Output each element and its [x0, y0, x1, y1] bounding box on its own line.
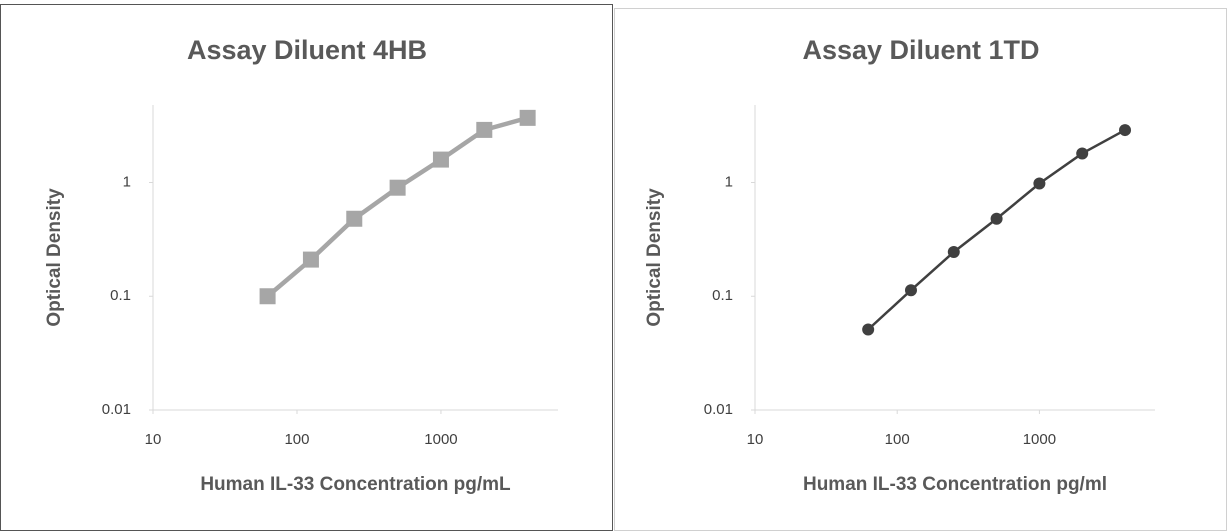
- marker: [1076, 147, 1089, 160]
- marker: [1119, 124, 1132, 137]
- marker: [259, 288, 276, 305]
- y-tick-label: 0.1: [110, 287, 131, 304]
- marker: [519, 109, 536, 126]
- y-axis-label: Optical Density: [644, 188, 665, 327]
- y-tick-label: 1: [123, 173, 131, 190]
- marker: [947, 245, 960, 258]
- marker: [302, 251, 319, 268]
- y-tick-label: 0.01: [102, 401, 131, 418]
- x-tick-label: 100: [885, 431, 910, 448]
- marker: [990, 212, 1003, 225]
- marker: [904, 284, 917, 297]
- x-tick-label: 10: [145, 431, 162, 448]
- marker: [476, 121, 493, 138]
- right-panel: [614, 8, 1227, 531]
- y-tick-label: 0.01: [704, 401, 733, 418]
- x-axis-label: Human IL-33 Concentration pg/ml: [803, 474, 1107, 495]
- x-tick-label: 100: [284, 431, 309, 448]
- chart-title: Assay Diluent 4HB: [187, 35, 427, 65]
- y-tick-label: 1: [725, 173, 733, 190]
- x-tick-label: 1000: [424, 431, 457, 448]
- marker: [432, 151, 449, 168]
- marker: [346, 210, 363, 227]
- x-axis-label: Human IL-33 Concentration pg/mL: [200, 474, 511, 495]
- x-tick-label: 10: [747, 431, 764, 448]
- y-axis-label: Optical Density: [44, 188, 65, 327]
- y-tick-label: 0.1: [712, 287, 733, 304]
- chart-title: Assay Diluent 1TD: [802, 35, 1039, 65]
- marker: [1033, 177, 1046, 190]
- marker: [389, 179, 406, 196]
- x-tick-label: 1000: [1023, 431, 1056, 448]
- marker: [862, 323, 875, 336]
